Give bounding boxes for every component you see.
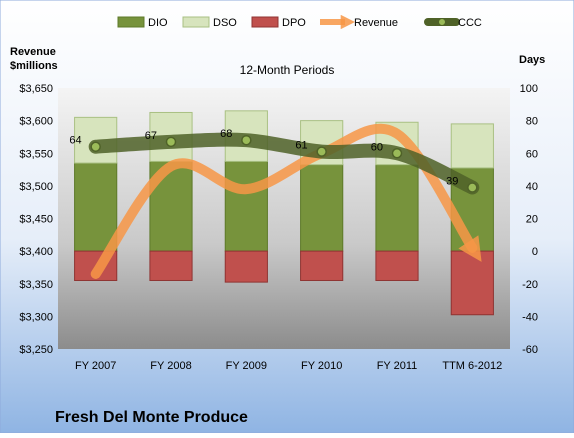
ccc-data-label: 67: [145, 130, 157, 142]
revenue-line: [90, 123, 482, 279]
x-tick-label: FY 2009: [226, 360, 267, 372]
ccc-data-label: 39: [446, 176, 458, 188]
ccc-point: [467, 182, 478, 193]
legend-swatch-dpo: [251, 16, 279, 28]
x-axis: FY 2007 FY 2008 FY 2009 FY 2010 FY 2011 TTM 6…: [75, 360, 502, 372]
left-tick-label: $3,250: [19, 344, 53, 356]
ccc-data-label: 61: [295, 140, 307, 152]
legend-label: DSO: [213, 17, 237, 29]
ccc-point: [165, 136, 177, 148]
legend: DIO DSO DPO Revenue CCC: [117, 14, 482, 30]
right-tick-label: -20: [522, 279, 538, 291]
left-tick-label: $3,350: [19, 279, 53, 291]
left-axis-title-line1: Revenue: [10, 46, 56, 58]
right-tick-label: -40: [522, 311, 538, 323]
right-tick-label: 20: [526, 214, 538, 226]
ccc-data-label: 68: [220, 128, 232, 140]
left-tick-label: $3,500: [19, 181, 53, 193]
bar-dio: [224, 160, 268, 252]
left-tick-label: $3,450: [19, 214, 53, 226]
left-tick-label: $3,300: [19, 311, 53, 323]
chart-title: 12-Month Periods: [240, 63, 335, 77]
ccc-point: [316, 146, 327, 157]
left-tick-label: $3,600: [19, 116, 53, 128]
right-tick-label: 60: [526, 148, 538, 160]
bar-dpo: [300, 250, 344, 281]
revenue-series: [90, 123, 482, 279]
ccc-point: [90, 141, 101, 152]
bar-dio: [375, 164, 419, 252]
bar-dio: [74, 162, 118, 252]
ccc-point: [391, 148, 403, 159]
left-tick-label: $3,400: [19, 246, 53, 258]
legend-label: DPO: [282, 17, 306, 29]
right-tick-label: -60: [522, 344, 538, 356]
ccc-series: 64 67 68 61 60 39: [69, 128, 480, 195]
right-axis-title: Days: [519, 54, 545, 66]
bar-dpo: [450, 250, 494, 316]
legend-label: Revenue: [354, 17, 398, 29]
right-axis: -60 -40 -20 0 20 40 60 80 100: [520, 83, 538, 356]
ccc-point: [241, 134, 252, 146]
x-tick-label: FY 2010: [301, 360, 342, 372]
legend-marker-ccc: [438, 18, 446, 26]
ccc-line: [88, 132, 480, 195]
bar-dpo: [149, 250, 193, 281]
legend-label: DIO: [148, 17, 168, 29]
legend-label: CCC: [458, 17, 482, 29]
right-tick-label: 100: [520, 83, 538, 95]
bar-dpo: [375, 250, 419, 281]
x-tick-label: TTM 6-2012: [442, 360, 502, 372]
legend-swatch-dso: [182, 16, 210, 28]
bar-dpo: [224, 250, 268, 283]
left-tick-label: $3,550: [19, 148, 53, 160]
ccc-data-label: 64: [69, 135, 81, 147]
right-tick-label: 40: [526, 181, 538, 193]
company-name: Fresh Del Monte Produce: [55, 409, 248, 426]
ccc-data-label: 60: [371, 141, 383, 153]
x-tick-label: FY 2011: [377, 360, 418, 372]
x-tick-label: FY 2007: [75, 360, 116, 372]
bar-dio: [300, 164, 344, 252]
right-tick-label: 0: [532, 246, 538, 258]
right-tick-label: 80: [526, 116, 538, 128]
left-axis-title-line2: $millions: [10, 60, 58, 72]
legend-swatch-dio: [117, 16, 145, 28]
left-axis: $3,250 $3,300 $3,350 $3,400 $3,450 $3,500 $3,5…: [19, 83, 53, 356]
left-tick-label: $3,650: [19, 83, 53, 95]
x-tick-label: FY 2008: [150, 360, 191, 372]
bar-dso: [450, 123, 494, 169]
